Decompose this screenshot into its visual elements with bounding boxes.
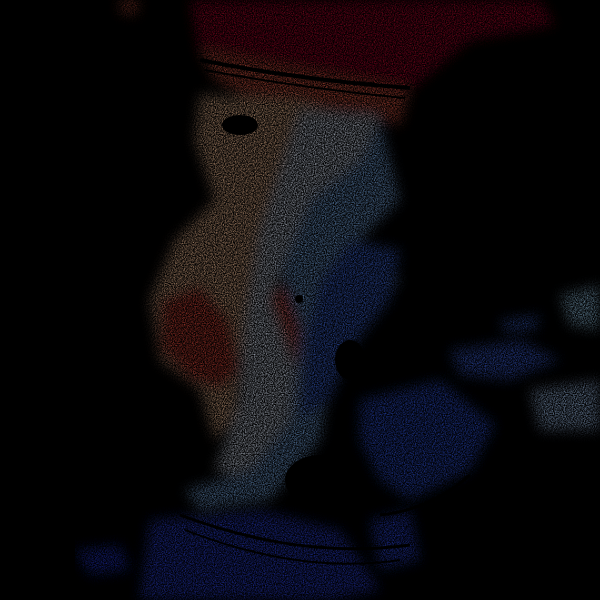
scattered-echo [120,0,140,15]
near-zero-band [215,110,380,480]
inbound-south-center [370,510,420,570]
inbound-region [300,240,400,420]
radar-site-marker [295,295,303,303]
near-zero-east-patch [560,285,600,330]
outbound-core [160,285,240,390]
velocity-field [75,0,600,600]
weak-inbound-east-patch [530,380,600,430]
weak-inbound-region [185,120,400,510]
no-data-gaps [222,115,365,505]
inbound-south [140,510,380,600]
inbound-southwest [75,545,130,575]
inbound-east-patch [450,340,560,380]
range-ring-artifacts [179,58,471,565]
inbound-southeast [360,380,495,500]
scattered-echo [500,315,540,332]
